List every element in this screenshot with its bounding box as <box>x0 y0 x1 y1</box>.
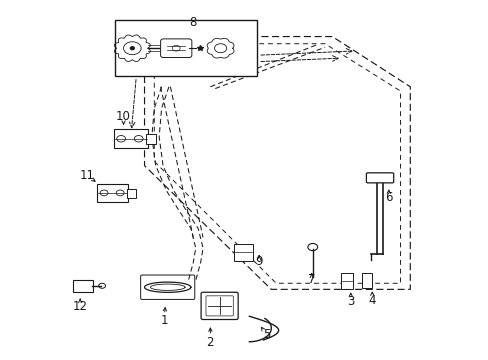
Text: 11: 11 <box>80 169 95 182</box>
Text: 3: 3 <box>346 296 354 309</box>
Text: 8: 8 <box>189 16 197 29</box>
FancyBboxPatch shape <box>160 39 191 58</box>
Text: 12: 12 <box>73 300 87 313</box>
Text: 9: 9 <box>255 255 263 268</box>
FancyBboxPatch shape <box>340 273 352 289</box>
FancyBboxPatch shape <box>361 273 371 288</box>
Circle shape <box>130 47 134 50</box>
FancyBboxPatch shape <box>115 21 256 76</box>
Text: 10: 10 <box>116 110 131 123</box>
FancyBboxPatch shape <box>205 296 233 316</box>
FancyBboxPatch shape <box>127 189 136 198</box>
Text: 2: 2 <box>206 336 214 348</box>
FancyBboxPatch shape <box>114 129 148 148</box>
Text: 1: 1 <box>160 314 167 327</box>
FancyBboxPatch shape <box>146 134 156 144</box>
Text: 5: 5 <box>262 328 269 341</box>
FancyBboxPatch shape <box>201 292 238 319</box>
FancyBboxPatch shape <box>73 280 93 292</box>
FancyBboxPatch shape <box>233 244 253 261</box>
FancyBboxPatch shape <box>97 184 128 202</box>
Text: 7: 7 <box>307 273 315 286</box>
Text: 6: 6 <box>384 191 392 204</box>
FancyBboxPatch shape <box>366 173 393 183</box>
Text: 4: 4 <box>368 294 375 307</box>
